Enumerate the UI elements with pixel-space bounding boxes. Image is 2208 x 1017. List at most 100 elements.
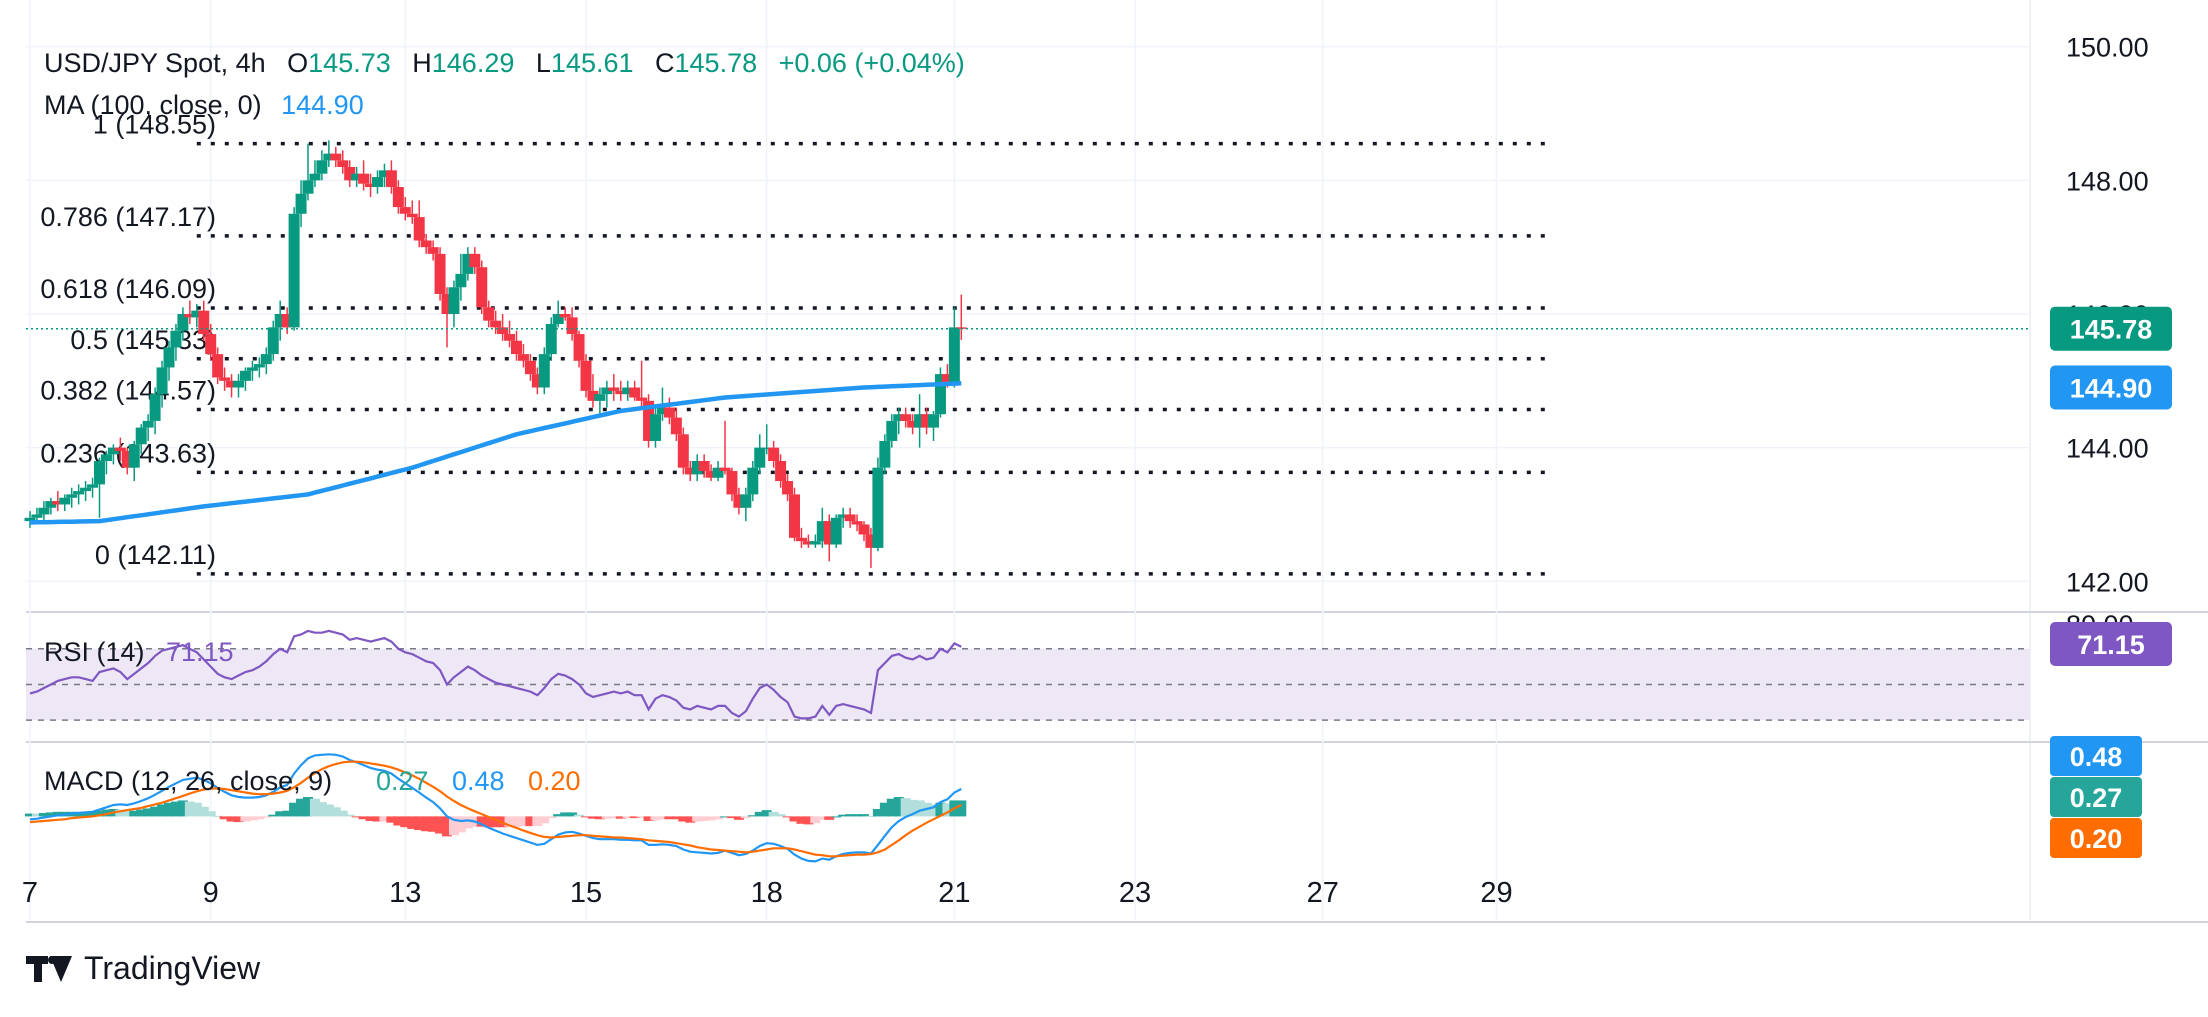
candle-body: [691, 461, 703, 475]
macd-histogram-bar: [379, 816, 390, 822]
candle-body: [768, 447, 780, 461]
candle-body: [858, 524, 870, 535]
candle-body: [608, 387, 620, 391]
candle-body: [302, 180, 314, 194]
candle-body: [358, 173, 370, 184]
macd-histogram-bar: [761, 810, 772, 817]
macd-histogram-bar: [296, 798, 307, 817]
macd-histogram-bar: [768, 811, 779, 817]
candles: [24, 140, 2030, 568]
candle-body: [636, 397, 648, 401]
symbol-name[interactable]: USD/JPY Spot, 4h: [44, 48, 266, 78]
candle-body: [205, 334, 217, 355]
macd-tag: 0.20: [2070, 824, 2123, 854]
x-tick-label: 23: [1119, 877, 1151, 909]
macd-histogram-bar: [191, 802, 202, 817]
ma-label[interactable]: MA (100, close, 0): [44, 90, 262, 120]
candle-body: [789, 494, 800, 538]
macd-histogram-bar: [852, 814, 863, 817]
macd-histogram-bar: [303, 797, 313, 817]
macd-histogram-bar: [170, 801, 181, 817]
candle-body: [455, 273, 467, 288]
candle-body: [253, 364, 265, 368]
candle-body: [531, 374, 543, 388]
macd-histogram-bar: [872, 808, 883, 817]
macd-histogram-bar: [157, 804, 168, 817]
macd-histogram-bar: [601, 816, 612, 819]
macd-histogram-bar: [282, 810, 293, 817]
candle-body: [670, 417, 682, 435]
macd-histogram-bar: [462, 816, 473, 829]
candle-body: [476, 267, 488, 308]
macd-histogram-bar: [678, 816, 689, 822]
macd-histogram-bar: [685, 816, 696, 823]
fib-level-label: 0 (142.11): [95, 540, 216, 570]
macd-histogram-bar: [622, 816, 633, 819]
macd-histogram-bar: [657, 816, 668, 820]
grid: [26, 0, 2208, 923]
candle-body: [490, 320, 502, 328]
macd-histogram-bar: [879, 802, 890, 817]
macd-histogram-bar: [581, 816, 591, 818]
candle-body: [900, 414, 912, 421]
macd-histogram-bar: [323, 804, 334, 817]
macd-histogram-bar: [386, 816, 397, 823]
y-tick-label: 150.00: [2066, 33, 2149, 63]
macd-histogram-bar: [143, 808, 154, 817]
macd-histogram-bar: [740, 816, 751, 819]
candle-body: [121, 450, 133, 468]
fib-level-label: 0.618 (146.09): [40, 274, 216, 304]
macd-histogram-bar: [268, 814, 279, 817]
macd-hist-value: 0.27: [376, 766, 429, 796]
macd-histogram-bar: [859, 814, 869, 817]
candle-body: [934, 374, 946, 415]
macd-histogram-bar: [414, 816, 425, 831]
candle-body: [295, 193, 307, 214]
macd-histogram-bar: [525, 816, 536, 827]
candle-body: [309, 173, 321, 181]
candle-body: [580, 360, 592, 391]
macd-histogram-bar: [560, 812, 571, 817]
candle-body: [372, 177, 383, 188]
macd-histogram-bar: [671, 816, 682, 820]
macd-histogram-bar: [289, 802, 300, 817]
candle-body: [830, 517, 842, 545]
rsi-tag: 71.15: [2077, 630, 2145, 660]
candle-body: [100, 454, 112, 461]
macd-histogram-bar: [358, 816, 369, 820]
candle-body: [462, 253, 474, 274]
candle-body: [344, 167, 356, 181]
candle-body: [184, 314, 196, 318]
rsi-tag-bg: [2050, 622, 2172, 666]
x-tick-label: 15: [570, 877, 602, 909]
macd-histogram-bar: [198, 806, 209, 817]
candle-body: [573, 334, 585, 361]
change-value: +0.06 (+0.04%): [778, 48, 965, 78]
macd-histogram-bar: [177, 800, 188, 817]
close-label: C: [655, 48, 675, 78]
macd-histogram-bar: [664, 816, 675, 820]
macd-signal-value: 0.20: [528, 766, 581, 796]
candle-body: [948, 327, 960, 385]
low-value: 145.61: [550, 48, 634, 78]
candle-body: [545, 324, 557, 355]
macd-histogram-bar: [713, 816, 724, 820]
macd-histogram-bar: [643, 816, 654, 821]
candle-body: [385, 170, 397, 188]
macd-histogram-bar: [706, 816, 717, 821]
candle-body: [802, 541, 814, 545]
candle-body: [365, 183, 377, 188]
tradingview-logo-icon: [26, 955, 74, 982]
candle-body: [66, 494, 78, 498]
candle-body: [114, 447, 126, 451]
macd-histogram-bar: [726, 816, 737, 819]
candle-body: [45, 501, 57, 508]
tradingview-logo[interactable]: TradingView: [26, 950, 260, 987]
brand-name: TradingView: [84, 950, 261, 986]
x-tick-label: 7: [22, 877, 38, 909]
candle-body: [677, 434, 689, 468]
candle-body: [392, 187, 404, 208]
macd-histogram-bar: [344, 814, 355, 817]
